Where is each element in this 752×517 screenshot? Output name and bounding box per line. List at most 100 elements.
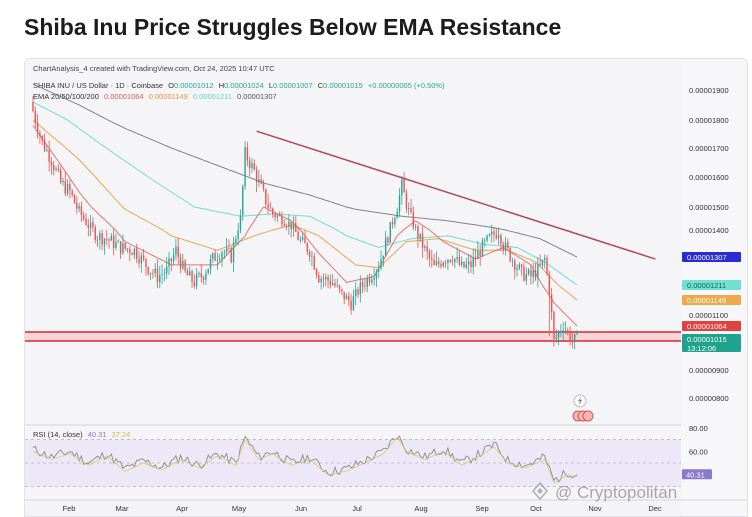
candle (225, 237, 228, 256)
candle (488, 232, 491, 237)
symbol-name: SHIBA INU / US Dollar · 1D · Coinbase (33, 81, 163, 90)
candle-body (278, 215, 281, 217)
candle-body (129, 249, 131, 254)
candle (212, 252, 214, 264)
candle (66, 179, 69, 197)
candle (267, 193, 269, 215)
candle-body (495, 234, 498, 239)
candle (129, 246, 131, 262)
candle (472, 248, 474, 275)
candle (170, 257, 173, 272)
rsi-ma-value: 37.24 (112, 430, 131, 439)
candle-body (405, 192, 408, 209)
candle (285, 223, 288, 231)
candle (193, 274, 196, 289)
candle-body (484, 240, 486, 242)
candle (437, 256, 440, 268)
candle (511, 257, 514, 267)
candle-body (497, 235, 500, 239)
rsi-badge: 40.31 (686, 470, 705, 479)
candle-body (532, 270, 534, 277)
time-tick-label: Oct (530, 504, 543, 513)
candle-body (103, 238, 106, 245)
descending-trendline[interactable] (256, 130, 656, 260)
candle (34, 106, 37, 128)
rsi-badge-bg (682, 469, 712, 480)
candle-body (223, 251, 226, 253)
candle (92, 217, 94, 233)
support-zone-fill (25, 332, 681, 341)
candle (297, 226, 299, 241)
candle (350, 293, 352, 315)
candle (80, 201, 83, 222)
flash-icon[interactable] (573, 394, 587, 408)
candle (329, 274, 332, 289)
candle-body (281, 215, 283, 225)
candle-body (345, 295, 348, 300)
candle-body (69, 183, 71, 191)
candle-body (567, 329, 569, 332)
candle (461, 256, 463, 268)
candle (103, 237, 106, 255)
candle (94, 224, 96, 244)
candle (62, 177, 64, 186)
candle-body (80, 206, 83, 216)
chart-panel[interactable]: ChartAnalysis_4 created with TradingView… (24, 58, 748, 517)
candle-body (352, 296, 355, 311)
candle (89, 214, 92, 237)
candle-body (285, 225, 288, 227)
ema50-value: 0.00001149 (149, 92, 188, 101)
candle-body (276, 215, 279, 218)
ohlc-high: 0.00001024 (224, 81, 264, 90)
candle-body (170, 258, 173, 262)
candle-body (230, 248, 232, 263)
candle-body (288, 221, 290, 227)
candle (481, 237, 484, 257)
price-tick-label: 0.00001500 (689, 203, 729, 212)
candle-body (140, 255, 143, 264)
candle-body (269, 207, 272, 209)
price-pane (25, 59, 681, 424)
candle-body (147, 266, 149, 274)
candle-body (94, 227, 96, 240)
candle-body (142, 255, 145, 259)
candle-body (511, 260, 514, 262)
ema50-line (32, 119, 578, 301)
candle (117, 239, 119, 243)
ema200-line (32, 83, 578, 258)
candle-body (426, 246, 428, 252)
candle-body (237, 230, 239, 240)
candle-body (110, 235, 113, 241)
candle-body (401, 179, 403, 196)
candle (126, 247, 129, 253)
candle (507, 238, 509, 251)
candle (71, 189, 73, 198)
candle-body (64, 181, 66, 194)
candle (136, 243, 138, 264)
candle-body (62, 181, 64, 183)
candle-body (361, 282, 364, 287)
candle-body (371, 279, 373, 283)
candle (246, 141, 249, 167)
candle (255, 165, 258, 193)
candle (550, 287, 553, 320)
watermark-text: @ Cryptopolitan (555, 483, 677, 502)
candle (96, 235, 99, 247)
candle-body (251, 163, 253, 168)
events-icon[interactable] (572, 410, 594, 422)
rsi-ma-line (32, 436, 578, 484)
candle (548, 271, 551, 336)
candle-body (447, 259, 449, 264)
tradingview-chart[interactable]: ChartAnalysis_4 created with TradingView… (25, 59, 747, 516)
candle-body (318, 275, 320, 283)
candle-body (246, 147, 249, 161)
ema100-line (32, 101, 578, 286)
candle (327, 274, 329, 289)
candle-body (424, 246, 426, 248)
candle-body (133, 248, 136, 256)
candle-body (221, 252, 223, 260)
candle (479, 244, 481, 267)
candle (375, 269, 378, 288)
support-zone (25, 331, 681, 342)
candle-body (46, 150, 48, 151)
